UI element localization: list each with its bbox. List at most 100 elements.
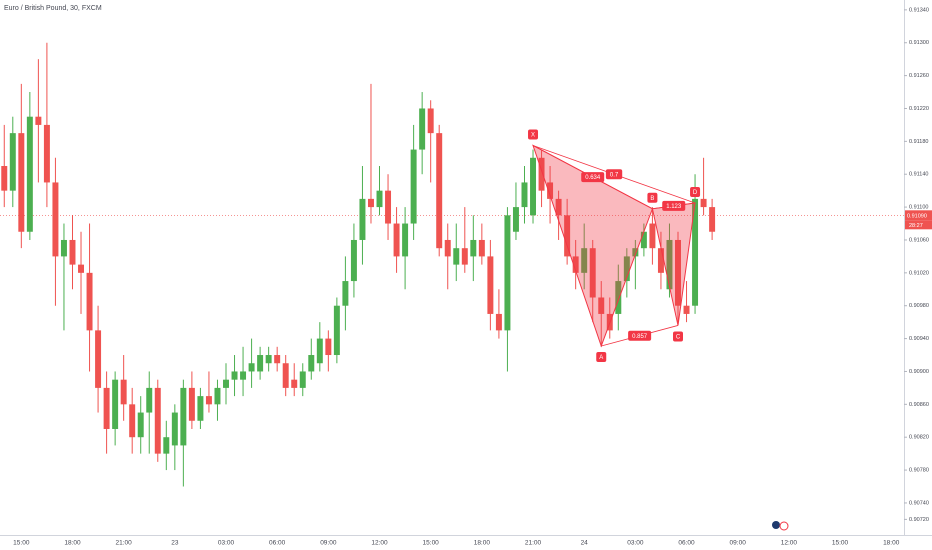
- candle-body: [265, 355, 272, 364]
- last-price-box: [905, 210, 932, 221]
- y-tick-label: 0.90980: [909, 303, 929, 309]
- candle-body: [282, 363, 289, 388]
- point-label: X: [531, 133, 535, 139]
- ratio-badge: 0.857: [628, 330, 652, 341]
- point-box: [528, 129, 539, 140]
- ratio-badge: 1.123: [662, 200, 686, 211]
- candle-body: [146, 387, 153, 413]
- candle-body: [154, 387, 161, 454]
- candle-body: [112, 379, 119, 429]
- candle-body: [1, 166, 8, 191]
- candle-body: [248, 363, 255, 372]
- pattern-point: D: [690, 186, 701, 197]
- candle-body: [419, 108, 426, 150]
- y-tick-label: 0.91020: [909, 270, 929, 276]
- pattern-point: C: [673, 331, 683, 342]
- ratio-box: [581, 172, 605, 183]
- candle-body: [572, 256, 579, 273]
- candle-body: [598, 297, 605, 314]
- x-tick-label: 03:00: [218, 540, 235, 547]
- y-tick-label: 0.91260: [909, 73, 929, 79]
- y-tick-label: 0.91100: [909, 205, 928, 211]
- candle-body: [402, 223, 409, 257]
- y-tick-label: 0.90860: [909, 402, 929, 408]
- candle-body: [129, 404, 136, 438]
- candle-body: [555, 198, 562, 216]
- candle-body: [504, 215, 511, 331]
- y-tick-label: 0.90900: [909, 369, 929, 375]
- candle-body: [640, 231, 647, 249]
- candle-body: [78, 264, 85, 273]
- candle-body: [120, 379, 127, 405]
- candle-body: [675, 239, 681, 306]
- candle-body: [427, 108, 434, 134]
- candle-body: [103, 387, 110, 429]
- candle-body: [291, 379, 298, 388]
- candle-body: [342, 281, 349, 306]
- ratio-label: 1.123: [666, 204, 682, 210]
- logo: [772, 521, 789, 531]
- candle-body: [453, 248, 460, 265]
- pattern-point: A: [596, 351, 607, 362]
- candle-body: [163, 437, 170, 454]
- candle-body: [9, 133, 16, 191]
- candle-body: [35, 116, 42, 125]
- x-tick-label: 18:00: [474, 540, 491, 547]
- x-tick-label: 21:00: [116, 540, 133, 547]
- candle-body: [538, 157, 545, 191]
- x-tick-label: 23: [171, 540, 179, 547]
- ratio-label: 0.634: [585, 175, 601, 181]
- candle-body: [86, 272, 93, 331]
- candle-body: [521, 182, 528, 208]
- x-tick-label: 09:00: [730, 540, 747, 547]
- candle-body: [274, 355, 281, 364]
- candle-body: [410, 149, 417, 224]
- point-box: [647, 192, 658, 203]
- candle-body: [376, 190, 383, 208]
- y-tick-label: 0.91140: [909, 172, 928, 178]
- x-tick-label: 15:00: [423, 540, 440, 547]
- y-tick-label: 0.91220: [909, 106, 929, 112]
- candle-body: [231, 371, 238, 380]
- y-tick-label: 0.90740: [909, 500, 929, 506]
- candle-body: [436, 133, 443, 249]
- candle-body: [470, 239, 477, 257]
- candle-body: [495, 313, 502, 331]
- candle-body: [223, 379, 229, 388]
- candle-body: [649, 223, 656, 249]
- candle-body: [308, 355, 315, 372]
- ratio-label: 0.7: [610, 172, 619, 178]
- candle-body: [692, 198, 699, 306]
- candle-body: [60, 239, 67, 257]
- candle-body: [589, 248, 596, 298]
- y-tick-label: 0.90940: [909, 336, 929, 342]
- point-box: [690, 186, 701, 197]
- candle-body: [700, 198, 707, 208]
- candle-body: [615, 281, 622, 314]
- ratio-badge: 0.634: [581, 172, 605, 183]
- candle-body: [683, 305, 690, 314]
- y-tick-label: 0.90720: [909, 517, 929, 523]
- candle-body: [444, 239, 451, 257]
- candle-body: [52, 182, 59, 257]
- candle-body: [564, 215, 571, 257]
- candle-body: [137, 412, 144, 438]
- candle-body: [69, 239, 76, 265]
- x-tick-label: 09:00: [320, 540, 337, 547]
- ratio-box: [605, 169, 623, 180]
- candle-body: [623, 256, 630, 282]
- x-tick-label: 06:00: [678, 540, 695, 547]
- x-tick-label: 18:00: [64, 540, 81, 547]
- candle-body: [257, 355, 264, 372]
- candle-body: [95, 330, 102, 388]
- candle-body: [461, 248, 468, 265]
- x-tick-label: 03:00: [627, 540, 644, 547]
- y-tick-label: 0.90780: [909, 468, 929, 474]
- logo-dot: [772, 521, 780, 529]
- pattern-point: B: [647, 192, 658, 203]
- countdown: 28:27: [909, 223, 923, 229]
- candle-body: [214, 387, 221, 405]
- x-tick-label: 21:00: [525, 540, 542, 547]
